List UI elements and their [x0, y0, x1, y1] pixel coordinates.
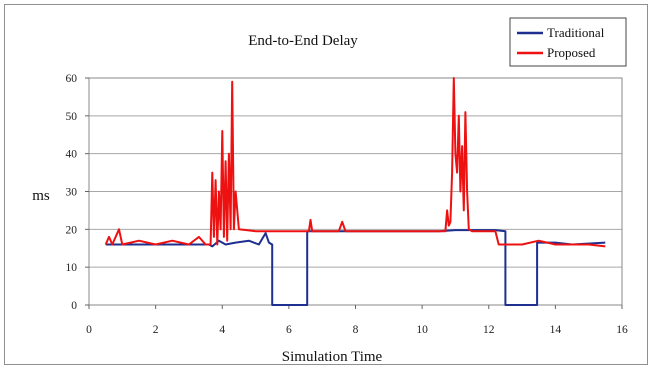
legend-label-traditional: Traditional	[547, 25, 605, 40]
x-tick-label-0: 0	[86, 324, 92, 336]
y-tick-label-60: 60	[66, 73, 78, 85]
x-tick-label-8: 8	[353, 324, 359, 336]
x-tick-labels: 0 2 4 6 8 10 12 14 16	[86, 324, 628, 336]
x-tick-label-10: 10	[416, 324, 428, 336]
end-to-end-delay-chart: End-to-End Delay 0 10 20 30 40 50 60 0 2 4 6 8 10 12…	[32, 17, 628, 365]
x-tick-label-6: 6	[286, 324, 292, 336]
x-tick-label-16: 16	[616, 324, 628, 336]
y-tick-label-50: 50	[66, 111, 78, 123]
chart-title: End-to-End Delay	[248, 33, 358, 49]
y-tick-label-40: 40	[66, 149, 78, 161]
x-tick-label-12: 12	[483, 324, 495, 336]
y-tick-label-20: 20	[66, 224, 78, 236]
y-tick-labels: 0 10 20 30 40 50 60	[66, 73, 78, 312]
y-tick-label-30: 30	[66, 187, 78, 199]
plot-axes	[85, 77, 623, 309]
plot-grid	[89, 77, 622, 268]
x-tick-label-14: 14	[550, 324, 562, 336]
y-tick-label-0: 0	[71, 300, 77, 312]
chart-frame: End-to-End Delay 0 10 20 30 40 50 60 0 2 4 6 8 10 12…	[4, 4, 648, 365]
x-tick-label-2: 2	[153, 324, 159, 336]
legend-label-proposed: Proposed	[547, 45, 596, 60]
series-group	[104, 77, 606, 306]
x-axis-label: Simulation Time	[282, 349, 383, 365]
legend-box	[509, 17, 627, 67]
y-axis-label: ms	[32, 188, 50, 204]
y-tick-label-10: 10	[66, 262, 78, 274]
series-line-proposed	[104, 77, 606, 248]
x-tick-label-4: 4	[219, 324, 225, 336]
legend: Traditional Proposed	[509, 17, 627, 67]
